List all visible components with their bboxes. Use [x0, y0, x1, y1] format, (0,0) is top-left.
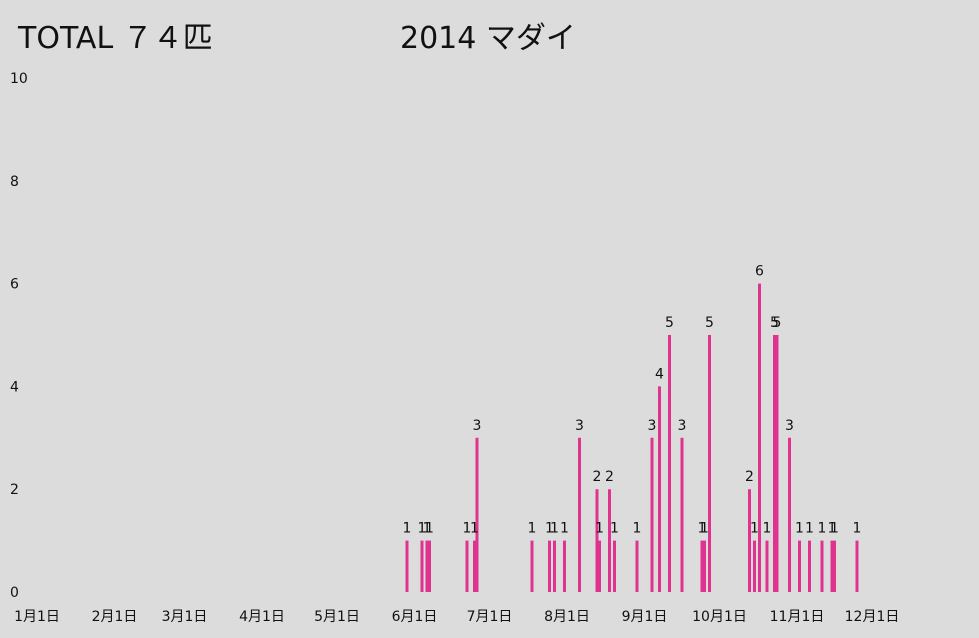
bar-value-label: 5 [665, 315, 674, 331]
bar-value-label: 6 [755, 264, 764, 280]
bar-value-label: 1 [528, 521, 537, 537]
bar-value-label: 5 [773, 315, 782, 331]
chart-title: 2014 マダイ [400, 21, 576, 56]
x-tick-label: 10月1日 [692, 609, 747, 625]
x-tick-label: 6月1日 [392, 609, 438, 625]
bar-value-label: 5 [705, 315, 714, 331]
x-tick-label: 9月1日 [622, 609, 668, 625]
bar-value-label: 1 [560, 521, 569, 537]
bar-value-label: 1 [610, 521, 619, 537]
x-tick-label: 5月1日 [314, 609, 360, 625]
y-tick-label: 2 [10, 482, 19, 498]
bar-value-label: 3 [473, 418, 482, 434]
bar-value-label: 4 [655, 366, 664, 382]
bar-value-label: 1 [830, 521, 839, 537]
bar-value-label: 1 [423, 521, 432, 537]
bar-value-label: 1 [818, 521, 827, 537]
bar-value-label: 3 [575, 418, 584, 434]
bar-value-label: 1 [403, 521, 412, 537]
y-axis-ticks: 0 2 4 6 8 10 [10, 71, 28, 601]
x-tick-label: 8月1日 [544, 609, 590, 625]
y-tick-label: 4 [10, 379, 19, 395]
total-label: TOTAL ７４匹 [17, 21, 213, 56]
x-tick-label: 12月1日 [845, 609, 900, 625]
bar-value-label: 1 [853, 521, 862, 537]
x-tick-label: 3月1日 [162, 609, 208, 625]
bar-value-label: 3 [785, 418, 794, 434]
bar-value-label: 1 [545, 521, 554, 537]
bar-value-label: 1 [805, 521, 814, 537]
bar-value-label: 1 [828, 521, 837, 537]
bar-value-label: 1 [750, 521, 759, 537]
bar-value-label: 3 [678, 418, 687, 434]
x-tick-label: 7月1日 [467, 609, 513, 625]
y-tick-label: 6 [10, 277, 19, 293]
bar-value-label: 3 [648, 418, 657, 434]
bar-value-label: 1 [795, 521, 804, 537]
bar-value-label: 5 [770, 315, 779, 331]
bar-value-label: 1 [698, 521, 707, 537]
bar-value-label: 1 [425, 521, 434, 537]
x-axis-ticks: 1月1日 2月1日 3月1日 4月1日 5月1日 6月1日 7月1日 8月1日 9月1日 10月1… [14, 609, 899, 625]
bar-value-label: 1 [763, 521, 772, 537]
x-tick-label: 1月1日 [14, 609, 60, 625]
bar-value-label: 2 [605, 469, 614, 485]
x-tick-label: 4月1日 [239, 609, 285, 625]
bar-value-label: 2 [745, 469, 754, 485]
bars [405, 283, 859, 592]
bar-value-label: 1 [700, 521, 709, 537]
bar-value-label: 1 [595, 521, 604, 537]
bar-value-label: 1 [470, 521, 479, 537]
bar-value-label: 2 [593, 469, 602, 485]
bar-value-label: 1 [463, 521, 472, 537]
bar-value-label: 1 [550, 521, 559, 537]
y-tick-label: 8 [10, 174, 19, 190]
y-tick-label: 10 [10, 71, 28, 87]
bar-value-label: 1 [633, 521, 642, 537]
x-tick-label: 11月1日 [770, 609, 825, 625]
y-tick-label: 0 [10, 585, 19, 601]
bar-value-label: 1 [418, 521, 427, 537]
x-tick-label: 2月1日 [92, 609, 138, 625]
